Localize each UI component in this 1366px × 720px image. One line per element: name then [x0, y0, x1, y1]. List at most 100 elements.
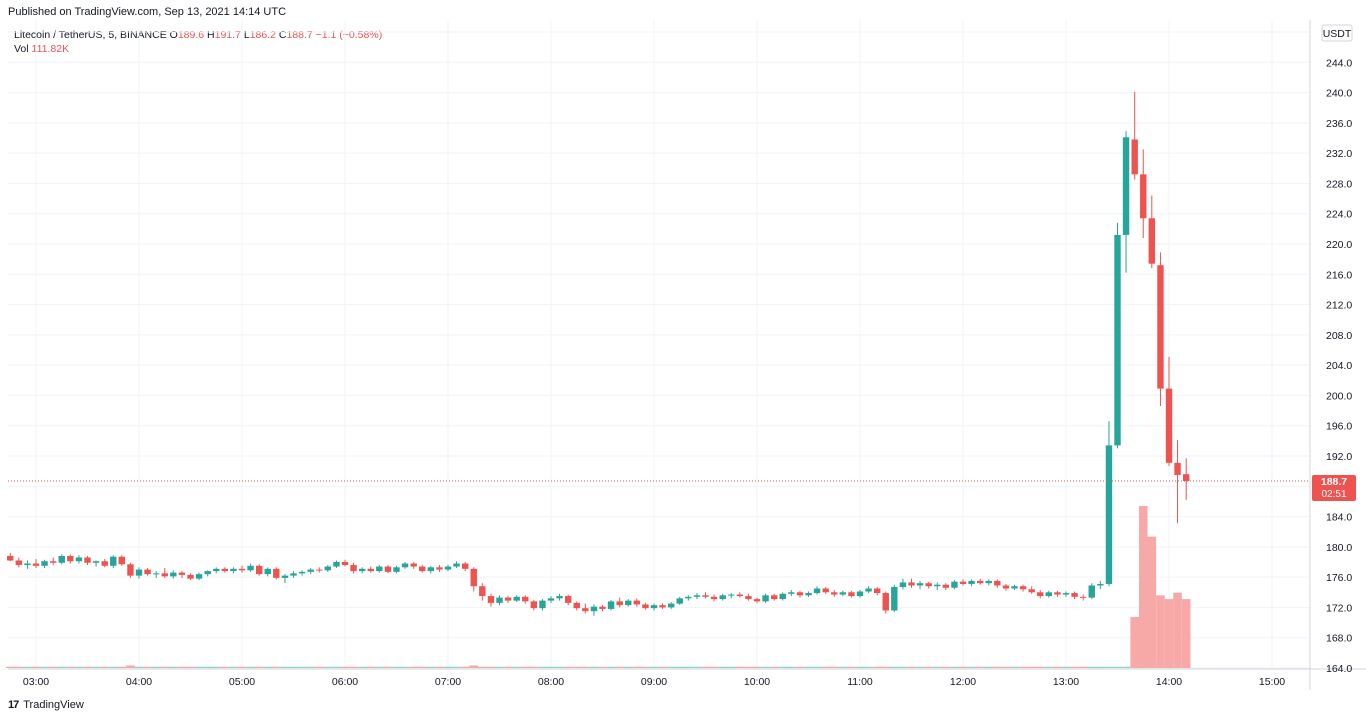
- volume-bar: [83, 666, 92, 668]
- volume-bar: [340, 666, 350, 668]
- candle-body: [496, 597, 503, 603]
- y-tick-label: 216.0: [1326, 269, 1352, 281]
- volume-bar: [74, 666, 84, 668]
- candle-body: [753, 599, 761, 602]
- candle: [118, 555, 125, 566]
- candle-body: [290, 573, 297, 576]
- candle-body: [1071, 593, 1078, 597]
- volume-bar: [795, 666, 805, 668]
- y-tick-label: 208.0: [1326, 330, 1352, 342]
- candle: [522, 595, 529, 604]
- candle: [1028, 586, 1035, 594]
- y-tick-label: 192.0: [1326, 451, 1352, 463]
- candle-body: [1174, 462, 1181, 475]
- candle-body: [1054, 592, 1061, 595]
- candle-body: [204, 571, 211, 575]
- candle: [58, 554, 65, 565]
- candle-body: [84, 557, 91, 563]
- candle-body: [479, 586, 486, 597]
- candle: [444, 565, 452, 572]
- volume-bar: [1096, 666, 1105, 668]
- candle: [376, 565, 383, 573]
- candle: [899, 578, 907, 590]
- candle: [719, 593, 726, 601]
- candle: [891, 584, 898, 612]
- candle-body: [710, 596, 718, 600]
- volume-bar: [563, 666, 573, 668]
- candle: [745, 593, 752, 601]
- volume-value: 111.82K: [31, 43, 70, 55]
- candle-body: [1165, 388, 1173, 463]
- candle: [848, 590, 855, 598]
- candle-body: [144, 569, 151, 575]
- candle: [393, 565, 400, 574]
- volume-bar: [1121, 666, 1131, 668]
- candle-body: [547, 598, 555, 601]
- volume-bar: [924, 666, 933, 668]
- candle: [556, 593, 563, 601]
- candle-body: [1011, 586, 1018, 589]
- candle-body: [1148, 218, 1155, 264]
- candle: [573, 601, 580, 611]
- candle: [539, 599, 546, 611]
- volume-bar: [1027, 666, 1036, 668]
- volume-bar: [409, 666, 418, 668]
- candle: [213, 567, 220, 574]
- candle-body: [230, 568, 237, 572]
- candlesticks: [7, 91, 1190, 616]
- volume-bar: [48, 666, 58, 668]
- candle-body: [685, 596, 692, 599]
- volume-bar: [649, 666, 659, 668]
- candle-body: [1131, 139, 1138, 175]
- currency-label: USDT: [1323, 28, 1352, 40]
- volume-bar: [203, 666, 212, 668]
- currency-box[interactable]: USDT: [1321, 24, 1353, 42]
- candle-body: [977, 580, 984, 584]
- candle-body: [1105, 445, 1113, 584]
- volume-bar: [881, 666, 891, 668]
- volume-bar: [615, 666, 624, 668]
- candle-body: [616, 601, 623, 606]
- candle: [865, 586, 872, 594]
- candle-body: [7, 555, 14, 561]
- candle-body: [539, 600, 546, 609]
- x-tick-label: 15:00: [1259, 676, 1285, 688]
- candle: [75, 555, 83, 564]
- candle: [1080, 594, 1087, 601]
- volume-bar: [538, 666, 547, 668]
- candle-body: [15, 560, 22, 566]
- y-tick-label: 204.0: [1326, 360, 1352, 372]
- volume-bar: [1010, 666, 1019, 668]
- candle: [1088, 583, 1095, 600]
- candle-body: [762, 595, 769, 602]
- candle-body: [195, 574, 203, 579]
- candle: [565, 594, 572, 606]
- candle: [127, 562, 134, 578]
- candle-body: [333, 562, 340, 567]
- candle: [341, 559, 349, 567]
- volume-bar: [1018, 666, 1028, 668]
- volume-bar: [1113, 666, 1122, 668]
- volume-bar: [1164, 599, 1174, 668]
- x-tick-label: 13:00: [1053, 676, 1079, 688]
- candle: [359, 567, 366, 574]
- volume-bar: [581, 666, 590, 668]
- candle: [367, 566, 374, 573]
- footer-brand[interactable]: 17 TradingView: [8, 699, 84, 711]
- candle-body: [805, 593, 812, 596]
- candle: [273, 567, 280, 580]
- volume-label[interactable]: Vol: [14, 43, 29, 55]
- candle: [84, 555, 91, 566]
- volume-bar: [503, 666, 513, 668]
- candle: [1097, 580, 1104, 590]
- candle: [187, 573, 194, 581]
- candle: [470, 567, 477, 592]
- y-tick-label: 196.0: [1326, 421, 1352, 433]
- volume-bar: [392, 666, 401, 668]
- x-tick-label: 14:00: [1156, 676, 1182, 688]
- candle-body: [813, 588, 821, 594]
- volume-bar: [177, 666, 187, 668]
- candle-body: [453, 563, 460, 567]
- candle-body: [50, 561, 57, 563]
